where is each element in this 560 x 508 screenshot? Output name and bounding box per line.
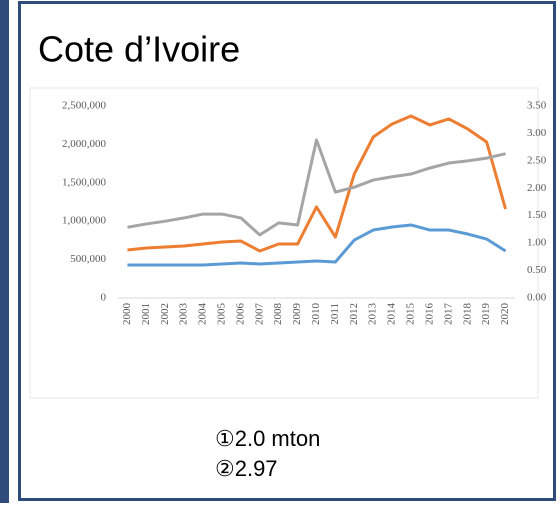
y-tick-label: 2,500,000 xyxy=(62,100,107,112)
line-series xyxy=(127,138,506,237)
line-series xyxy=(127,223,507,267)
x-tick-label: 2006 xyxy=(234,303,246,326)
x-tick-label: 2002 xyxy=(159,303,171,325)
x-tick-label: 2010 xyxy=(310,303,322,326)
x-tick-label: 2001 xyxy=(140,303,152,325)
line-series xyxy=(127,114,507,253)
x-tick-label: 2005 xyxy=(216,303,228,326)
side-bar xyxy=(0,0,9,503)
x-tick-label: 2016 xyxy=(423,303,435,326)
x-tick-label: 2017 xyxy=(442,303,454,326)
y2-tick-label: 3.00 xyxy=(527,127,547,139)
x-tick-label: 2019 xyxy=(480,303,492,326)
y2-tick-label: 0.00 xyxy=(527,292,547,304)
x-tick-label: 2007 xyxy=(253,303,265,326)
x-tick-label: 2009 xyxy=(291,303,303,326)
x-tick-label: 2015 xyxy=(405,303,417,326)
y2-tick-label: 2.50 xyxy=(527,154,547,166)
y-tick-label: 2,000,000 xyxy=(62,138,107,150)
x-tick-label: 2003 xyxy=(178,303,190,326)
y-tick-label: 0 xyxy=(101,292,107,304)
x-tick-label: 2018 xyxy=(461,303,473,326)
chart-title: Cote d’Ivoire xyxy=(38,29,240,70)
y2-tick-label: 0.50 xyxy=(527,264,547,276)
annotation: ②2.97 xyxy=(215,456,278,481)
y2-tick-label: 1.50 xyxy=(527,209,547,221)
x-tick-label: 2008 xyxy=(272,303,284,326)
x-tick-label: 2020 xyxy=(499,303,511,326)
y2-tick-label: 3.50 xyxy=(527,100,547,112)
y2-tick-label: 2.00 xyxy=(527,182,547,194)
annotation: ①2.0 mton xyxy=(215,426,320,451)
x-tick-label: 2014 xyxy=(386,303,398,326)
x-tick-label: 2012 xyxy=(348,303,360,325)
x-tick-label: 2013 xyxy=(367,303,379,326)
y2-tick-label: 1.00 xyxy=(527,237,547,249)
x-tick-label: 2011 xyxy=(329,303,341,325)
y-tick-label: 1,000,000 xyxy=(62,215,107,227)
y-tick-label: 500,000 xyxy=(70,253,106,265)
x-tick-label: 2000 xyxy=(121,303,133,326)
x-tick-label: 2004 xyxy=(197,303,209,326)
y-tick-label: 1,500,000 xyxy=(62,176,107,188)
